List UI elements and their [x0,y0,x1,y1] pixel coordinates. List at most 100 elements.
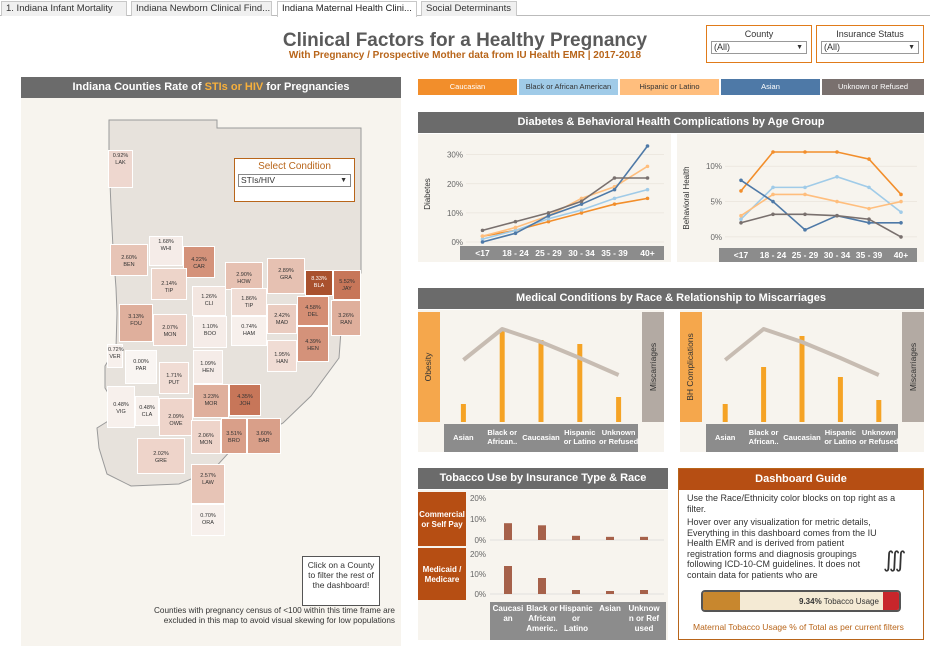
county-how[interactable]: 2.90% HOW [225,262,263,290]
x-tick-label: Latino [564,624,588,633]
data-bar [799,336,805,422]
county-mor[interactable]: 3.23% MOR [193,384,229,418]
race-filter-black-or-african-american[interactable]: Black or African American [519,79,618,95]
county-rate: 2.07% [162,325,178,331]
condition-selector-label: Select Condition [258,161,331,172]
county-law[interactable]: 2.57% LAW [191,464,225,504]
county-owe[interactable]: 2.09% OWE [159,398,193,436]
race-filter-caucasian[interactable]: Caucasian [418,79,517,95]
county-bar[interactable]: 3.60% BAR [247,418,281,454]
race-filter-unknown-or-refused[interactable]: Unknown or Refused [822,79,924,95]
x-tick-label: 35 - 39 [856,250,883,260]
county-code: CAR [193,263,205,270]
condition-selector: Select Condition STIs/HIV ▼ [234,158,355,202]
behavioral-health-line-chart[interactable]: Behavioral Health 0% 5% 10% <17 18 - 24 25 - 2… [677,134,924,262]
bh-complications-bar-chart[interactable]: BH Complications Miscarriages Asian Black o… [680,310,924,452]
county-ver[interactable]: 0.72% VER [107,344,124,368]
data-point [513,228,518,233]
county-hen-2[interactable]: 1.09% HEN [193,350,223,384]
x-tick-label: Asian [453,433,474,442]
county-select[interactable]: (All) ▼ [711,41,807,54]
county-code: JAY [342,285,352,292]
county-joh[interactable]: 4.35% JOH [229,384,261,416]
county-tip[interactable]: 2.14% TIP [151,268,187,300]
county-code: BAR [258,437,270,444]
county-mad[interactable]: 2.42% MAD [267,304,297,334]
race-filter-asian[interactable]: Asian [721,79,820,95]
x-axis-band [460,246,664,260]
tab-infant-mortality[interactable]: 1. Indiana Infant Mortality [1,1,127,16]
tobacco-usage-bar[interactable]: 9.34% Tobacco Usage [701,590,901,612]
county-rate: 2.06% [198,433,214,439]
county-ran[interactable]: 3.26% RAN [331,300,361,336]
county-rate: 2.60% [121,255,137,261]
county-vig[interactable]: 0.48% VIG [107,386,135,428]
county-lak[interactable]: 0.92% LAK [108,150,133,188]
x-axis-band [719,248,917,262]
row-band [418,548,466,600]
series-line [740,193,902,217]
county-cla[interactable]: 0.48% CLA [135,396,159,426]
series-line [482,197,648,237]
county-tip-2[interactable]: 1.86% TIP [231,288,267,316]
county-par[interactable]: 0.00% PAR [125,350,157,384]
county-put[interactable]: 1.71% PUT [159,362,189,394]
x-tick-label: or [572,614,580,623]
county-ham[interactable]: 0.74% HAM [231,316,267,346]
obesity-bar-chart[interactable]: Obesity Miscarriages Asian Black orAfrican.… [418,310,664,452]
y-axis-band [418,312,440,422]
county-rate: 5.52% [339,279,355,285]
county-boo[interactable]: 1.10% BOO [193,316,227,348]
insurance-select[interactable]: (All) ▼ [821,41,919,54]
condition-select[interactable]: STIs/HIV ▼ [238,174,351,187]
data-point [480,234,485,238]
y-tick-label: 10% [447,209,463,218]
map-title-suffix: for Pregnancies [263,81,350,93]
diabetes-line-chart[interactable]: Diabetes 0% 10% 20% 30% <17 18 - 24 25 - 29 30 -… [418,134,671,262]
x-tick-label: 18 - 24 [760,250,787,260]
county-car[interactable]: 4.22% CAR [183,246,215,278]
county-bro[interactable]: 3.51% BRO [221,418,247,454]
tobacco-usage-fill [703,592,740,610]
county-rate: 0.70% [200,513,216,519]
race-filter-hispanic-or-latino[interactable]: Hispanic or Latino [620,79,719,95]
x-tick-label: African.. [749,437,779,446]
county-cli[interactable]: 1.26% CLI [192,286,226,316]
county-whi[interactable]: 1.68% WHI [149,236,183,266]
county-jay[interactable]: 5.52% JAY [333,270,361,300]
miscarriage-line [462,327,620,377]
county-mon-2[interactable]: 2.06% MON [191,420,221,454]
data-bar [837,377,843,422]
x-tick-label: African [528,614,556,623]
tab-newborn-clinical[interactable]: Indiana Newborn Clinical Find... [131,1,272,16]
county-del[interactable]: 4.58% DEL [297,296,329,326]
x-tick-label: Black or [487,428,517,437]
county-ben[interactable]: 2.60% BEN [110,244,148,276]
y-tick-label: 10% [470,570,486,579]
county-gre[interactable]: 2.02% GRE [137,438,185,474]
tab-social-determinants[interactable]: Social Determinants [421,1,517,16]
county-code: MOR [204,400,218,407]
county-rate: 8.33% [311,276,327,282]
x-tick-label: Hispanic [564,428,595,437]
county-han[interactable]: 1.95% HAN [267,340,297,372]
map-panel: 0.92% LAK 1.68% WHI 4.22% CAR 2.60% BEN 2.14… [21,98,401,646]
smoke-icon: ∭ [883,547,907,572]
county-rate: 2.09% [168,414,184,420]
county-ora[interactable]: 0.70% ORA [191,504,225,536]
county-bla[interactable]: 8.33% BLA [305,270,333,296]
county-mon[interactable]: 2.07% MON [153,314,187,346]
county-rate: 2.57% [200,473,216,479]
guide-text-2: Hover over any visualization for metric … [687,517,871,527]
county-fou[interactable]: 3.13% FOU [119,304,153,342]
chevron-down-icon: ▼ [908,44,915,51]
tab-maternal-health[interactable]: Indiana Maternal Health Clini... [277,1,417,17]
x-axis-band [444,424,638,452]
data-point [803,185,807,190]
data-point [645,164,650,169]
county-hen[interactable]: 4.39% HEN [297,326,329,362]
county-rate: 0.74% [241,324,257,330]
county-gra[interactable]: 2.89% GRA [267,258,305,294]
county-code: ORA [202,519,214,526]
